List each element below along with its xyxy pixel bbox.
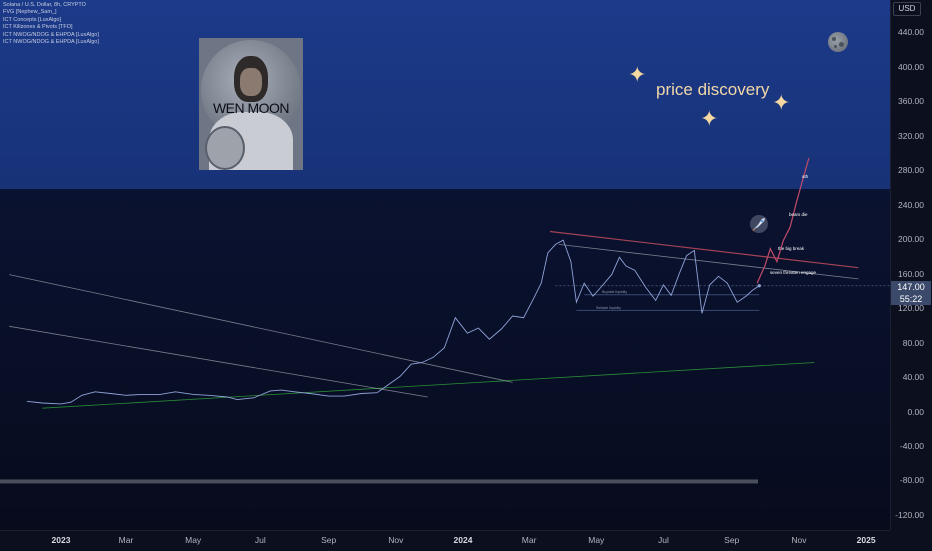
x-tick-label: May (185, 535, 202, 545)
y-tick-label: 160.00 (898, 268, 924, 279)
x-tick-label: 2025 (856, 535, 876, 545)
y-tick-label: 320.00 (898, 130, 924, 141)
indicator-legend: Solana / U.S. Dollar, 8h, CRYPTO FVG [Ne… (3, 2, 99, 46)
indicator-label[interactable]: ICT NWOG/NDOG & EHPDA [LuxAlgo] (3, 39, 99, 46)
x-tick-label: Nov (388, 535, 404, 545)
x-tick-label: 2023 (51, 535, 71, 545)
liquidity-line (576, 309, 760, 311)
price-axis[interactable] (890, 0, 932, 530)
x-tick-label: Mar (118, 535, 134, 545)
price-discovery-headline: price discovery (656, 80, 770, 99)
price-line (26, 239, 760, 405)
sparkle-icon: ✦ (772, 90, 791, 115)
price-chart[interactable] (0, 0, 890, 530)
projection-path (756, 158, 810, 284)
y-tick-label: 400.00 (898, 61, 924, 72)
trendline-support (42, 362, 815, 409)
rocket-icon (749, 214, 769, 234)
currency-button[interactable]: USD (893, 2, 921, 16)
indicator-label[interactable]: FVG [Nephew_Sam_] (3, 9, 57, 16)
time-axis[interactable] (0, 530, 890, 551)
moon-icon (828, 32, 848, 52)
x-tick-label: May (588, 535, 605, 545)
trendline-descending (9, 274, 513, 383)
y-tick-label: 40.00 (902, 372, 924, 383)
x-tick-label: Sep (321, 535, 337, 545)
y-tick-label: 80.00 (902, 337, 924, 348)
sparkle-icon: ✦ (628, 62, 647, 87)
x-tick-label: Nov (791, 535, 807, 545)
sellside-liquidity-label: Sellside liquidity (596, 306, 621, 310)
annotation-ath: ath (802, 174, 809, 179)
x-tick-label: Jul (254, 535, 266, 545)
portrait-caption: WEN MOON (212, 100, 290, 116)
annotation-bears-die: bears die (789, 212, 808, 217)
y-tick-label: 360.00 (898, 96, 924, 107)
symbol-title[interactable]: Solana / U.S. Dollar, 8h, CRYPTO (3, 2, 86, 8)
indicator-label[interactable]: ICT Killzones & Pivots [TFO] (3, 24, 73, 31)
indicator-label[interactable]: ICT NWOG/NDOG & EHPDA [LuxAlgo] (3, 31, 99, 38)
y-tick-label: 440.00 (898, 27, 924, 38)
last-price-tag: 147.00 (891, 281, 931, 293)
trendline-resistance (549, 230, 859, 269)
x-tick-label: Sep (724, 535, 740, 545)
y-tick-label: -40.00 (899, 440, 924, 451)
countdown-tag: 55:22 (891, 293, 931, 305)
trendline-descending (9, 325, 428, 398)
x-tick-label: 2024 (453, 535, 473, 545)
x-tick-label: Mar (521, 535, 537, 545)
trendline-resistance (558, 244, 859, 280)
x-tick-label: Jul (658, 535, 669, 545)
axis-corner (890, 530, 932, 550)
portrait-face (240, 68, 262, 96)
indicator-label[interactable]: ICT Concepts [LuxAlgo] (3, 16, 61, 23)
sparkle-icon: ✦ (700, 106, 719, 131)
y-tick-label: 280.00 (898, 165, 924, 176)
banner (0, 0, 890, 189)
helmet-icon (205, 126, 245, 170)
annotation-big-break: the big break (778, 246, 805, 251)
last-price-marker (757, 284, 761, 288)
annotation-threaten: seven threaten engage (770, 270, 817, 275)
y-tick-label: 200.00 (898, 234, 924, 245)
buyside-liquidity-label: Buyside liquidity (602, 290, 628, 294)
volume-band (0, 479, 758, 484)
y-tick-label: 0.00 (907, 406, 924, 417)
y-tick-label: -80.00 (899, 475, 924, 486)
astronaut-portrait: WEN MOON (199, 38, 303, 170)
y-tick-label: -120.00 (895, 509, 924, 520)
y-tick-label: 120.00 (898, 303, 924, 314)
y-tick-label: 240.00 (898, 199, 924, 210)
